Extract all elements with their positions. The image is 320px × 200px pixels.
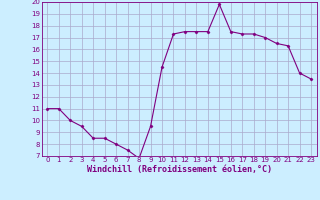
X-axis label: Windchill (Refroidissement éolien,°C): Windchill (Refroidissement éolien,°C) [87,165,272,174]
